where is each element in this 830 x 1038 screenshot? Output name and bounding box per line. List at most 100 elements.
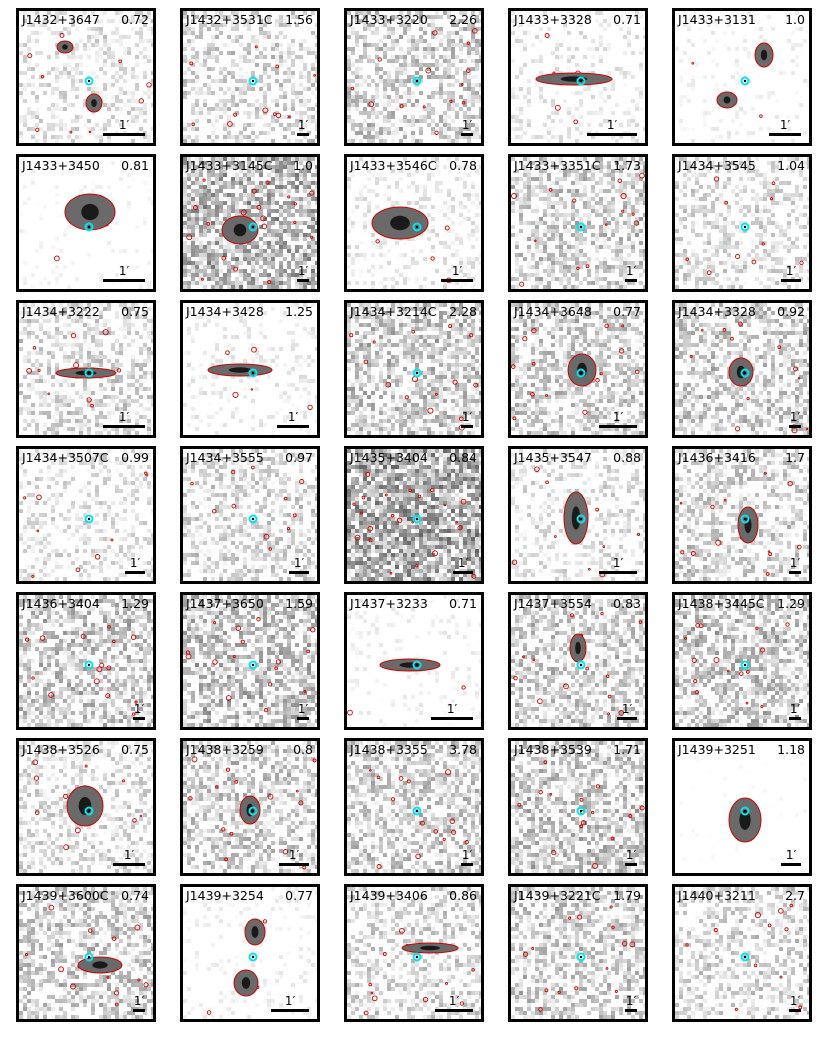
radio-image: [183, 887, 317, 1019]
source-name: J1437+3233: [350, 596, 428, 611]
cutout-panel: J1437+3554 0.83 1′: [508, 592, 648, 730]
radio-image: [183, 595, 317, 727]
redshift-value: 0.71: [613, 12, 641, 27]
radio-image: [675, 449, 809, 581]
radio-image: [19, 303, 153, 435]
scale-bar: [441, 279, 473, 282]
cutout-panel: J1436+3416 1.7 1′: [672, 446, 812, 584]
scale-bar-label: 1′: [118, 118, 130, 132]
radio-image: [183, 11, 317, 143]
scale-bar: [781, 279, 801, 282]
scale-bar: [113, 863, 145, 866]
source-name: J1434+3555: [186, 450, 264, 465]
source-name: J1436+3416: [678, 450, 756, 465]
source-name: J1434+3648: [514, 304, 592, 319]
cutout-panel: J1434+3328 0.92 1′: [672, 300, 812, 438]
source-name: J1433+3546C: [350, 158, 437, 173]
scale-bar-label: 1′: [448, 994, 460, 1008]
source-name: J1434+3222: [22, 304, 100, 319]
radio-image: [19, 595, 153, 727]
source-name: J1437+3650: [186, 596, 264, 611]
source-name: J1434+3507C: [22, 450, 109, 465]
cutout-panel: J1434+3555 0.97 1′: [180, 446, 320, 584]
source-name: J1437+3554: [514, 596, 592, 611]
source-name: J1435+3404: [350, 450, 428, 465]
redshift-value: 0.86: [449, 888, 477, 903]
scale-bar: [789, 425, 801, 428]
radio-image: [511, 157, 645, 289]
redshift-value: 1.7: [785, 450, 805, 465]
scale-bar-label: 1′: [461, 410, 473, 424]
radio-image: [675, 303, 809, 435]
radio-image: [347, 303, 481, 435]
cutout-panel: J1433+3220 2.26 1′: [344, 8, 484, 146]
scale-bar-label: 1′: [129, 556, 141, 570]
radio-image: [183, 449, 317, 581]
source-name: J1433+3131: [678, 12, 756, 27]
scale-bar: [453, 571, 473, 574]
scale-bar-label: 1′: [451, 264, 463, 278]
scale-bar: [277, 425, 309, 428]
cutout-panel: J1433+3131 1.0 1′: [672, 8, 812, 146]
redshift-value: 0.92: [777, 304, 805, 319]
scale-bar: [289, 571, 309, 574]
scale-bar-label: 1′: [789, 410, 801, 424]
redshift-value: 2.7: [785, 888, 805, 903]
scale-bar-label: 1′: [297, 118, 309, 132]
scale-bar: [625, 279, 637, 282]
cutout-panel: J1433+3450 0.81 1′: [16, 154, 156, 292]
cutout-panel: J1433+3328 0.71 1′: [508, 8, 648, 146]
redshift-value: 1.73: [613, 158, 641, 173]
redshift-value: 1.25: [285, 304, 313, 319]
redshift-value: 1.56: [285, 12, 313, 27]
cutout-panel: J1433+3145C 1.0 1′: [180, 154, 320, 292]
scale-bar: [297, 717, 309, 720]
redshift-value: 0.75: [121, 304, 149, 319]
scale-bar: [789, 1009, 801, 1012]
radio-image: [511, 449, 645, 581]
cutout-panel: J1434+3214C 2.28 1′: [344, 300, 484, 438]
scale-bar-label: 1′: [461, 118, 473, 132]
source-name: J1439+3221C: [514, 888, 601, 903]
scale-bar-label: 1′: [789, 994, 801, 1008]
cutout-panel: J1436+3404 1.29 1′: [16, 592, 156, 730]
redshift-value: 0.83: [613, 596, 641, 611]
scale-bar: [125, 571, 145, 574]
scale-bar: [431, 717, 473, 720]
scale-bar: [625, 1009, 637, 1012]
scale-bar-label: 1′: [789, 556, 801, 570]
source-name: J1432+3531C: [186, 12, 273, 27]
cutout-panel: J1438+3539 1.71 1′: [508, 738, 648, 876]
redshift-value: 1.0: [293, 158, 313, 173]
scale-bar: [461, 425, 473, 428]
radio-image: [347, 11, 481, 143]
radio-image: [347, 741, 481, 873]
source-name: J1438+3445C: [678, 596, 765, 611]
scale-bar: [461, 863, 473, 866]
scale-bar: [133, 1009, 145, 1012]
scale-bar-label: 1′: [461, 848, 473, 862]
scale-bar: [297, 279, 309, 282]
radio-image: [19, 449, 153, 581]
redshift-value: 0.88: [613, 450, 641, 465]
scale-bar: [789, 717, 801, 720]
radio-image: [675, 157, 809, 289]
cutout-panel: J1434+3428 1.25 1′: [180, 300, 320, 438]
scale-bar-label: 1′: [612, 556, 624, 570]
scale-bar-label: 1′: [118, 410, 130, 424]
cutout-panel: J1439+3406 0.86 1′: [344, 884, 484, 1022]
scale-bar-label: 1′: [606, 118, 618, 132]
cutout-panel: J1438+3259 0.8 1′: [180, 738, 320, 876]
scale-bar-label: 1′: [284, 994, 296, 1008]
redshift-value: 0.8: [293, 742, 313, 757]
redshift-value: 1.29: [121, 596, 149, 611]
cutout-panel: J1434+3222 0.75 1′: [16, 300, 156, 438]
radio-image: [511, 303, 645, 435]
scale-bar: [103, 133, 145, 136]
scale-bar: [461, 133, 473, 136]
radio-image: [19, 741, 153, 873]
redshift-value: 0.78: [449, 158, 477, 173]
redshift-value: 1.79: [613, 888, 641, 903]
scale-bar: [103, 425, 145, 428]
